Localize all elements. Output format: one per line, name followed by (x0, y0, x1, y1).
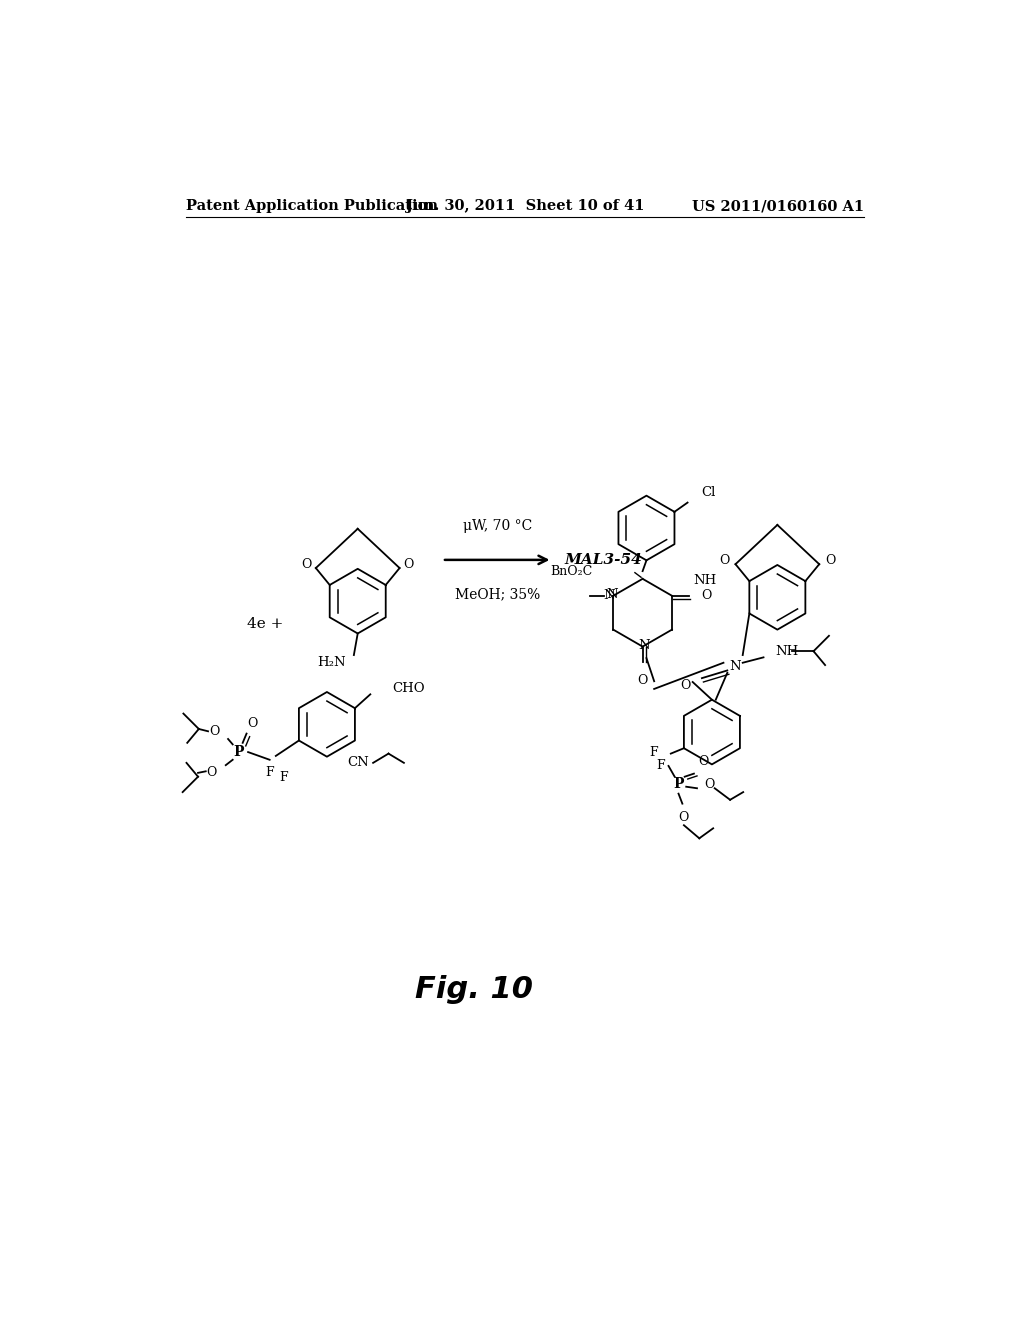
Text: F: F (656, 759, 666, 772)
Text: P: P (233, 744, 244, 759)
Text: Fig. 10: Fig. 10 (415, 975, 532, 1005)
Text: H₂N: H₂N (317, 656, 346, 669)
Text: N: N (606, 587, 617, 601)
Text: O: O (248, 717, 258, 730)
Text: MAL3-54: MAL3-54 (564, 553, 642, 566)
Text: O: O (403, 557, 414, 570)
Text: O: O (679, 810, 689, 824)
Text: BnO₂C: BnO₂C (550, 565, 593, 578)
Text: F: F (649, 746, 657, 759)
Text: O: O (637, 675, 648, 688)
Text: O: O (301, 557, 311, 570)
Text: N: N (729, 660, 740, 673)
Text: Patent Application Publication: Patent Application Publication (185, 199, 437, 213)
Text: Cl: Cl (701, 486, 716, 499)
Text: O: O (824, 554, 836, 566)
Text: O: O (701, 589, 712, 602)
Text: Jun. 30, 2011  Sheet 10 of 41: Jun. 30, 2011 Sheet 10 of 41 (406, 199, 644, 213)
Text: CN: CN (347, 756, 370, 770)
Text: N: N (638, 639, 650, 652)
Text: μW, 70 °C: μW, 70 °C (463, 519, 531, 533)
Text: F: F (280, 771, 288, 784)
Text: F: F (265, 767, 274, 779)
Text: O: O (720, 554, 730, 566)
Text: N: N (603, 589, 615, 602)
Text: O: O (698, 755, 709, 768)
Text: CHO: CHO (392, 681, 425, 694)
Text: O: O (207, 767, 217, 779)
Text: 4e +: 4e + (247, 618, 284, 631)
Text: US 2011/0160160 A1: US 2011/0160160 A1 (692, 199, 864, 213)
Text: O: O (209, 725, 219, 738)
Text: O: O (680, 680, 690, 693)
Text: NH: NH (693, 574, 717, 587)
Text: P: P (673, 777, 684, 792)
Text: NH: NH (775, 644, 799, 657)
Text: MeOH; 35%: MeOH; 35% (455, 587, 540, 601)
Text: O: O (705, 777, 715, 791)
